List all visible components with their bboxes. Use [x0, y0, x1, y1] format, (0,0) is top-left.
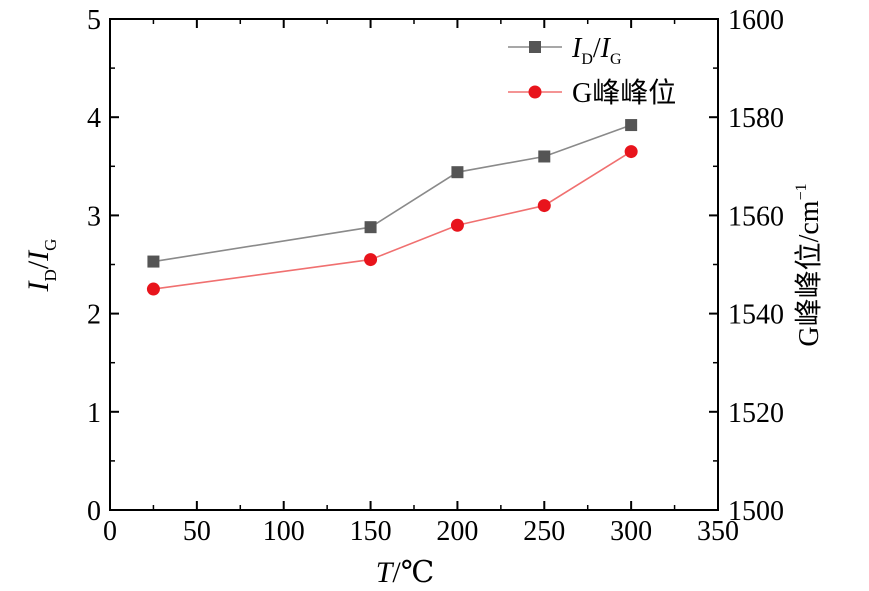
series-1-point: [364, 221, 377, 234]
x-tick-label: 50: [183, 516, 211, 547]
right-y-label-unit-sup: −1: [793, 183, 810, 200]
legend-label-1: ID/IG: [571, 33, 622, 68]
right-y-axis-ticks: 1500 1520 1540 1560 1580 1600: [709, 5, 784, 527]
series-2-point: [450, 218, 464, 232]
series-2-point: [624, 145, 638, 159]
series-1-point: [625, 119, 638, 132]
right-y-label-text: G峰峰位: [793, 242, 825, 346]
x-axis-ticks: 0 50 100 150 200 250 300 350: [103, 19, 739, 547]
left-y-tick-label: 3: [87, 201, 101, 232]
series-1-point: [451, 166, 464, 179]
series-1-point: [538, 150, 551, 163]
x-tick-label: 100: [263, 516, 305, 547]
legend-marker-1: [529, 41, 541, 53]
series-1-line: [153, 124, 632, 263]
x-tick-label: 150: [350, 516, 392, 547]
series-2: [146, 145, 638, 296]
left-y-label-den: I: [22, 249, 55, 262]
left-y-axis-ticks: 0 1 2 3 4 5: [87, 5, 119, 527]
left-y-tick-label: 4: [87, 103, 101, 134]
series-2-point: [146, 282, 160, 296]
series-2-line: [153, 150, 632, 290]
series-2-point: [537, 199, 551, 213]
x-tick-label: 200: [436, 516, 478, 547]
right-y-label-unit: /cm: [794, 200, 825, 242]
x-tick-label: 250: [523, 516, 565, 547]
series-layer: [146, 119, 638, 296]
right-y-axis-label: G峰峰位/cm−1: [793, 183, 825, 346]
x-tick-label: 300: [610, 516, 652, 547]
right-y-tick-label: 1600: [728, 5, 784, 36]
legend-marker-2: [528, 85, 542, 99]
series-1-point: [147, 255, 160, 268]
left-y-axis-label: ID/IG: [22, 239, 60, 293]
left-y-tick-label: 1: [87, 398, 101, 429]
legend-label-2: G峰峰位: [572, 77, 676, 109]
x-tick-label: 350: [697, 516, 739, 547]
x-axis-label: T/℃: [376, 556, 435, 589]
left-y-label-den-sub: G: [41, 239, 60, 251]
x-tick-label: 0: [103, 516, 117, 547]
series-2-point: [364, 253, 378, 267]
legend: ID/IG G峰峰位: [508, 33, 676, 109]
right-y-tick-label: 1500: [728, 496, 784, 527]
right-y-tick-label: 1540: [728, 300, 784, 331]
left-y-tick-label: 2: [87, 300, 101, 331]
left-y-tick-label: 0: [87, 496, 101, 527]
left-y-tick-label: 5: [87, 5, 101, 36]
right-y-tick-label: 1560: [728, 201, 784, 232]
x-axis-label-variable: T: [376, 556, 395, 589]
right-y-tick-label: 1580: [728, 103, 784, 134]
x-axis-label-unit: /℃: [392, 556, 434, 589]
series-1: [147, 119, 638, 268]
right-y-tick-label: 1520: [728, 398, 784, 429]
left-y-label-num: I: [22, 279, 55, 292]
left-y-label-num-sub: D: [41, 269, 60, 281]
